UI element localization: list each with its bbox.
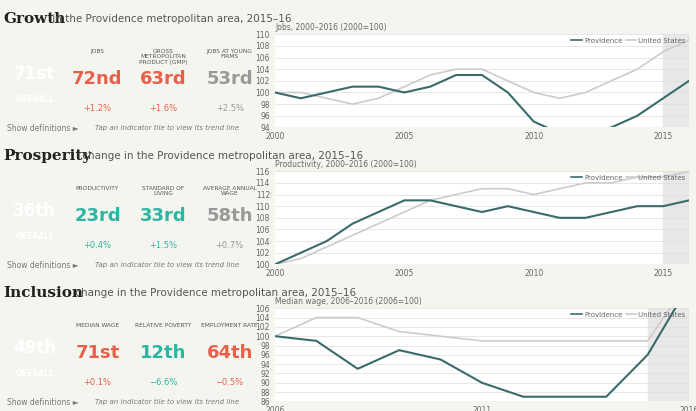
Text: 23rd: 23rd	[74, 207, 120, 225]
Legend: Providence, United States: Providence, United States	[571, 38, 686, 44]
Text: 71st: 71st	[15, 65, 55, 83]
Text: 58th: 58th	[207, 207, 253, 225]
Text: +1.6%: +1.6%	[150, 104, 177, 113]
Text: +1.2%: +1.2%	[84, 104, 111, 113]
Text: Median wage, 2006–2016 (2006=100): Median wage, 2006–2016 (2006=100)	[275, 297, 422, 306]
Text: JOBS AT YOUNG
FIRMS: JOBS AT YOUNG FIRMS	[207, 48, 253, 59]
Text: AVERAGE ANNUAL
WAGE: AVERAGE ANNUAL WAGE	[203, 185, 257, 196]
Legend: Providence, United States: Providence, United States	[571, 175, 686, 181]
Text: Productivity, 2000–2016 (2000=100): Productivity, 2000–2016 (2000=100)	[275, 160, 417, 169]
Text: Show definitions ►: Show definitions ►	[7, 124, 79, 133]
Text: change in the Providence metropolitan area, 2015–16: change in the Providence metropolitan ar…	[79, 151, 363, 161]
Text: Inclusion: Inclusion	[3, 286, 84, 300]
Text: −0.5%: −0.5%	[216, 378, 244, 386]
Text: JOBS: JOBS	[90, 48, 104, 53]
Text: Tap an indicator tile to view its trend line: Tap an indicator tile to view its trend …	[95, 399, 239, 405]
Text: +1.5%: +1.5%	[150, 240, 177, 249]
Text: 64th: 64th	[207, 344, 253, 362]
Text: OVERALL: OVERALL	[15, 369, 54, 378]
Bar	[663, 171, 689, 264]
Text: 72nd: 72nd	[72, 70, 122, 88]
Text: MEDIAN WAGE: MEDIAN WAGE	[76, 323, 119, 328]
Text: +0.1%: +0.1%	[84, 378, 111, 386]
Text: GROSS
METROPOLITAN
PRODUCT (GMP): GROSS METROPOLITAN PRODUCT (GMP)	[139, 48, 188, 65]
Text: PRODUCTIVITY: PRODUCTIVITY	[76, 185, 119, 191]
Text: RELATIVE POVERTY: RELATIVE POVERTY	[136, 323, 191, 328]
Text: −6.6%: −6.6%	[150, 378, 177, 386]
Text: 71st: 71st	[75, 344, 120, 362]
Text: 63rd: 63rd	[141, 70, 187, 88]
Text: Tap an indicator tile to view its trend line: Tap an indicator tile to view its trend …	[95, 125, 239, 131]
Text: 12th: 12th	[141, 344, 187, 362]
Text: +2.5%: +2.5%	[216, 104, 244, 113]
Legend: Providence, United States: Providence, United States	[571, 312, 686, 318]
Text: STANDARD OF
LIVING: STANDARD OF LIVING	[143, 185, 184, 196]
Text: +0.4%: +0.4%	[84, 240, 111, 249]
Text: Show definitions ►: Show definitions ►	[7, 397, 79, 406]
Text: in the Providence metropolitan area, 2015–16: in the Providence metropolitan area, 201…	[49, 14, 292, 24]
Text: Jobs, 2000–2016 (2000=100): Jobs, 2000–2016 (2000=100)	[275, 23, 386, 32]
Text: OVERALL: OVERALL	[15, 95, 54, 104]
Bar	[647, 308, 689, 402]
Text: 33rd: 33rd	[141, 207, 187, 225]
Text: Growth: Growth	[3, 12, 66, 26]
Text: 49th: 49th	[13, 339, 56, 357]
Text: 53rd: 53rd	[207, 70, 253, 88]
Text: OVERALL: OVERALL	[15, 232, 54, 241]
Text: Show definitions ►: Show definitions ►	[7, 261, 79, 270]
Text: +0.7%: +0.7%	[216, 240, 244, 249]
Bar	[663, 34, 689, 127]
Text: change in the Providence metropolitan area, 2015–16: change in the Providence metropolitan ar…	[72, 288, 356, 298]
Text: EMPLOYMENT RATE: EMPLOYMENT RATE	[201, 323, 258, 328]
Text: Tap an indicator tile to view its trend line: Tap an indicator tile to view its trend …	[95, 262, 239, 268]
Text: Prosperity: Prosperity	[3, 149, 92, 163]
Text: 36th: 36th	[13, 202, 56, 220]
